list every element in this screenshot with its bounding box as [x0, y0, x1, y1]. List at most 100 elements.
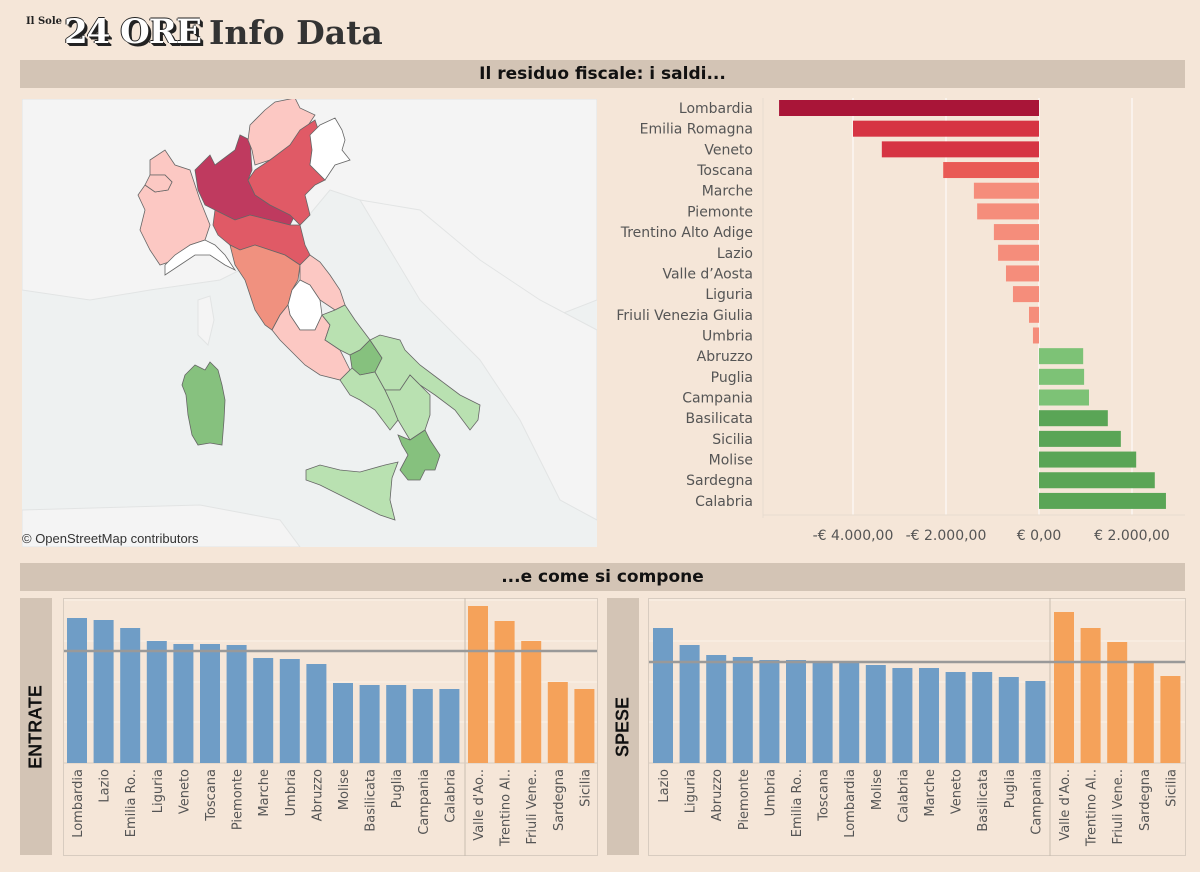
category-label: Marche [923, 769, 938, 817]
logo: Il Sole 24 ORE Info Data [26, 10, 383, 52]
logo-small: Il Sole [26, 16, 63, 27]
category-label: Emilia Ro.. [790, 769, 805, 837]
map-region-liguria[interactable] [164, 239, 237, 276]
map-region-veneto[interactable] [247, 119, 326, 226]
category-label: Umbria [702, 328, 753, 344]
map-attribution[interactable]: © OpenStreetMap contributors [22, 531, 199, 546]
map-region-friuli-venezia-giulia[interactable] [309, 117, 351, 181]
category-label: Lombardia [679, 101, 753, 117]
x-tick-label: -€ 4.000,00 [813, 528, 894, 544]
bar [547, 682, 568, 763]
saldo-bar [973, 182, 1039, 199]
category-label: Piemonte [687, 204, 753, 220]
category-label: Liguria [151, 769, 166, 813]
category-label: Valle d'Ao.. [472, 769, 487, 841]
italy-map[interactable] [21, 97, 598, 548]
section-title-composizione: ...e come si compone [20, 563, 1185, 591]
category-label: Campania [682, 391, 753, 407]
category-label: Piemonte [737, 769, 752, 830]
map-region-valle-d-aosta[interactable] [144, 174, 173, 193]
category-label: Molise [709, 453, 753, 469]
saldo-bar [1005, 265, 1039, 282]
category-label: Sardegna [552, 769, 567, 831]
category-label: Basilicata [976, 769, 991, 832]
category-label: Toscana [817, 769, 832, 822]
category-label: Toscana [204, 769, 219, 822]
category-label: Sicilia [712, 432, 753, 448]
bar [279, 659, 300, 763]
entrate-bar-chart: Lombardia Lazio Emilia Ro.. Liguria Veneto To… [63, 598, 598, 856]
category-label: Trentino Al.. [499, 769, 514, 847]
category-label: Emilia Ro.. [124, 769, 139, 837]
category-label: Abruzzo [697, 349, 753, 365]
bar [494, 621, 515, 763]
logo-big: 24 ORE [64, 12, 202, 52]
bar [1107, 642, 1128, 763]
bar [386, 685, 407, 763]
saldo-bar [943, 162, 1039, 179]
saldo-bar [1029, 306, 1039, 323]
entrate-label: ENTRATE [25, 684, 46, 769]
category-label: Abruzzo [310, 769, 325, 821]
bar [359, 685, 380, 763]
saldo-bar [977, 203, 1039, 220]
spese-bar-chart: Lazio Liguria Abruzzo Piemonte Umbria Emilia … [648, 598, 1186, 856]
bar [468, 606, 488, 763]
bar [759, 660, 780, 763]
bar [839, 662, 860, 763]
bar [865, 665, 886, 763]
map-region-sicilia[interactable] [305, 461, 399, 521]
category-label: Veneto [177, 769, 192, 814]
saldo-bar [993, 224, 1039, 241]
category-label: Puglia [711, 370, 753, 386]
bar [412, 689, 433, 763]
map-region-calabria[interactable] [397, 429, 441, 481]
bar [146, 641, 167, 763]
bar [706, 655, 727, 763]
category-label: Piemonte [231, 769, 246, 830]
category-label: Puglia [1003, 769, 1018, 808]
bar [67, 618, 87, 763]
bar [945, 672, 966, 763]
bar [200, 644, 220, 763]
map-region-sardegna[interactable] [181, 361, 226, 446]
category-label: Valle d’Aosta [662, 266, 753, 282]
category-label: Toscana [696, 163, 753, 179]
saldo-bar [1012, 286, 1039, 303]
category-label: Lazio [717, 246, 753, 262]
chart-frame [648, 598, 1186, 856]
saldo-bar [1039, 430, 1121, 447]
category-label: Campania [1029, 769, 1044, 835]
category-label: Lombardia [71, 769, 86, 838]
bar [919, 668, 939, 763]
chart-frame [63, 598, 598, 856]
bar [732, 657, 753, 763]
saldo-bar [1039, 410, 1108, 427]
bar [786, 660, 806, 763]
category-label: Umbria [763, 769, 778, 816]
bar [679, 645, 700, 763]
saldi-bar-chart: -€ 4.000,00 -€ 2.000,00 € 0,00 € 2.000,00 Lo… [616, 98, 1185, 544]
category-label: Basilicata [686, 411, 754, 427]
bar [574, 689, 595, 763]
category-label: Lombardia [843, 769, 858, 838]
saldo-bar [1039, 492, 1166, 509]
category-label: Friuli Vene.. [525, 769, 540, 844]
bar [892, 668, 913, 763]
bar [521, 641, 542, 763]
map-region-trentino-alto-adige[interactable] [247, 97, 316, 166]
category-label: Sardegna [1138, 769, 1153, 831]
section-title-saldi: Il residuo fiscale: i saldi... [20, 60, 1185, 88]
x-tick-label: -€ 2.000,00 [906, 528, 987, 544]
category-label: Umbria [284, 769, 299, 816]
saldo-bar [853, 120, 1039, 137]
category-label: Sicilia [578, 769, 593, 807]
category-label: Lazio [657, 769, 672, 803]
map-svg [21, 97, 598, 548]
bar [333, 683, 353, 763]
bar [1025, 681, 1046, 763]
x-tick-label: € 0,00 [1017, 528, 1062, 544]
category-label: Puglia [390, 769, 405, 808]
map-region-basilicata[interactable] [384, 374, 431, 441]
